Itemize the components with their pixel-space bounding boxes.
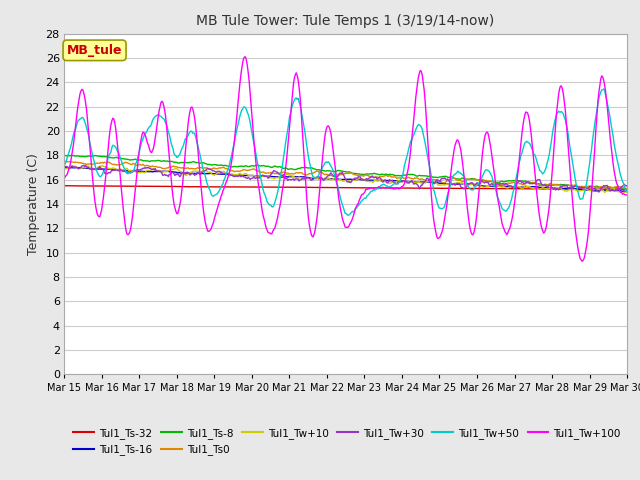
Y-axis label: Temperature (C): Temperature (C) (27, 153, 40, 255)
Title: MB Tule Tower: Tule Temps 1 (3/19/14-now): MB Tule Tower: Tule Temps 1 (3/19/14-now… (196, 14, 495, 28)
Legend: Tul1_Ts-32, Tul1_Ts-16, Tul1_Ts-8, Tul1_Ts0, Tul1_Tw+10, Tul1_Tw+30, Tul1_Tw+50,: Tul1_Ts-32, Tul1_Ts-16, Tul1_Ts-8, Tul1_… (69, 424, 625, 459)
Text: MB_tule: MB_tule (67, 44, 122, 57)
